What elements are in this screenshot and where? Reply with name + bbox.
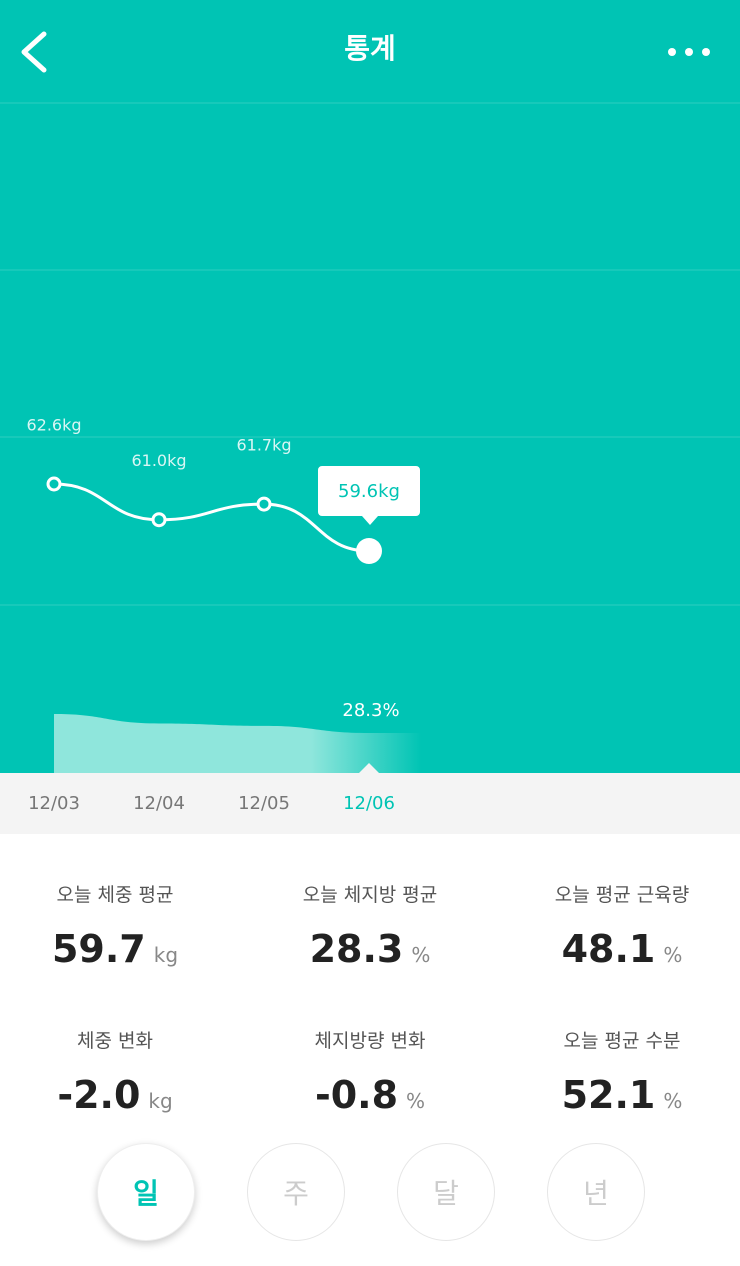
stat-card: 체중 변화 -2.0 kg xyxy=(0,1026,240,1124)
chart: 통계 28.3% 62.6kg 12/03 61.0kg 12/04 61.7kg 12/0… xyxy=(0,0,740,834)
back-button[interactable] xyxy=(21,31,47,73)
stat-value-row: 59.7 kg xyxy=(0,926,240,978)
stat-value: 28.3 xyxy=(309,927,404,971)
weight-line xyxy=(53,482,370,553)
stat-value: -2.0 xyxy=(57,1073,141,1117)
period-tab[interactable]: 년 xyxy=(547,1143,645,1241)
stat-card: 체지방량 변화 -0.8% xyxy=(245,1026,495,1124)
weight-label: 61.0kg xyxy=(131,451,186,470)
stat-label: 오늘 평균 수분 xyxy=(563,1030,681,1052)
period-tab[interactable]: 주 xyxy=(247,1143,345,1241)
stat-unit: % xyxy=(406,1089,426,1113)
weight-label: 61.7kg xyxy=(236,436,291,455)
stat-card: 오늘 체중 평균 59.7 kg xyxy=(0,880,240,978)
body-fat-label: 28.3% xyxy=(342,700,399,721)
stat-value-row: 48.1% xyxy=(497,926,740,978)
stat-value-row: -0.8% xyxy=(245,1072,495,1124)
stat-unit: % xyxy=(663,1089,683,1113)
weight-point xyxy=(151,512,167,528)
date-strip xyxy=(0,773,740,834)
more-button[interactable] xyxy=(668,48,710,56)
stat-label: 오늘 체중 평균 xyxy=(56,884,174,906)
weight-point xyxy=(46,476,62,492)
dot xyxy=(668,48,676,56)
stat-value: 48.1 xyxy=(561,927,656,971)
page-title: 통계 xyxy=(344,32,396,65)
stat-unit: % xyxy=(411,943,431,967)
weight-point xyxy=(256,496,272,512)
chart-background xyxy=(0,0,740,773)
stat-unit: kg xyxy=(148,1089,173,1113)
tooltip xyxy=(318,466,420,525)
date-label: 12/06 xyxy=(343,793,395,814)
date-label: 12/05 xyxy=(238,793,290,814)
weight-label: 59.6kg xyxy=(338,481,400,502)
dot xyxy=(702,48,710,56)
stat-value: 59.7 xyxy=(51,927,146,971)
stat-unit: % xyxy=(663,943,683,967)
stat-value-row: 28.3% xyxy=(245,926,495,978)
stat-card: 오늘 체지방 평균 28.3% xyxy=(245,880,495,978)
stat-label: 오늘 체지방 평균 xyxy=(302,884,438,906)
date-label: 12/04 xyxy=(133,793,185,814)
stat-label: 체지방량 변화 xyxy=(314,1030,426,1052)
stat-value: -0.8 xyxy=(314,1073,399,1117)
stat-unit: kg xyxy=(153,943,179,967)
stat-value-row: -2.0 kg xyxy=(0,1072,240,1124)
weight-label: 62.6kg xyxy=(26,416,81,435)
date-label: 12/03 xyxy=(28,793,80,814)
stat-value: 52.1 xyxy=(561,1073,656,1117)
body-fat-area xyxy=(54,714,421,773)
stat-card: 오늘 평균 수분 52.1% xyxy=(497,1026,740,1124)
weight-point xyxy=(356,538,382,564)
stat-label: 오늘 평균 근육량 xyxy=(554,884,690,906)
pointer xyxy=(359,763,379,773)
period-tab[interactable]: 일 xyxy=(97,1143,195,1241)
stat-card: 오늘 평균 근육량 48.1% xyxy=(497,880,740,978)
dot xyxy=(685,48,693,56)
stat-label: 체중 변화 xyxy=(77,1030,153,1052)
stat-value-row: 52.1% xyxy=(497,1072,740,1124)
period-tab[interactable]: 달 xyxy=(397,1143,495,1241)
